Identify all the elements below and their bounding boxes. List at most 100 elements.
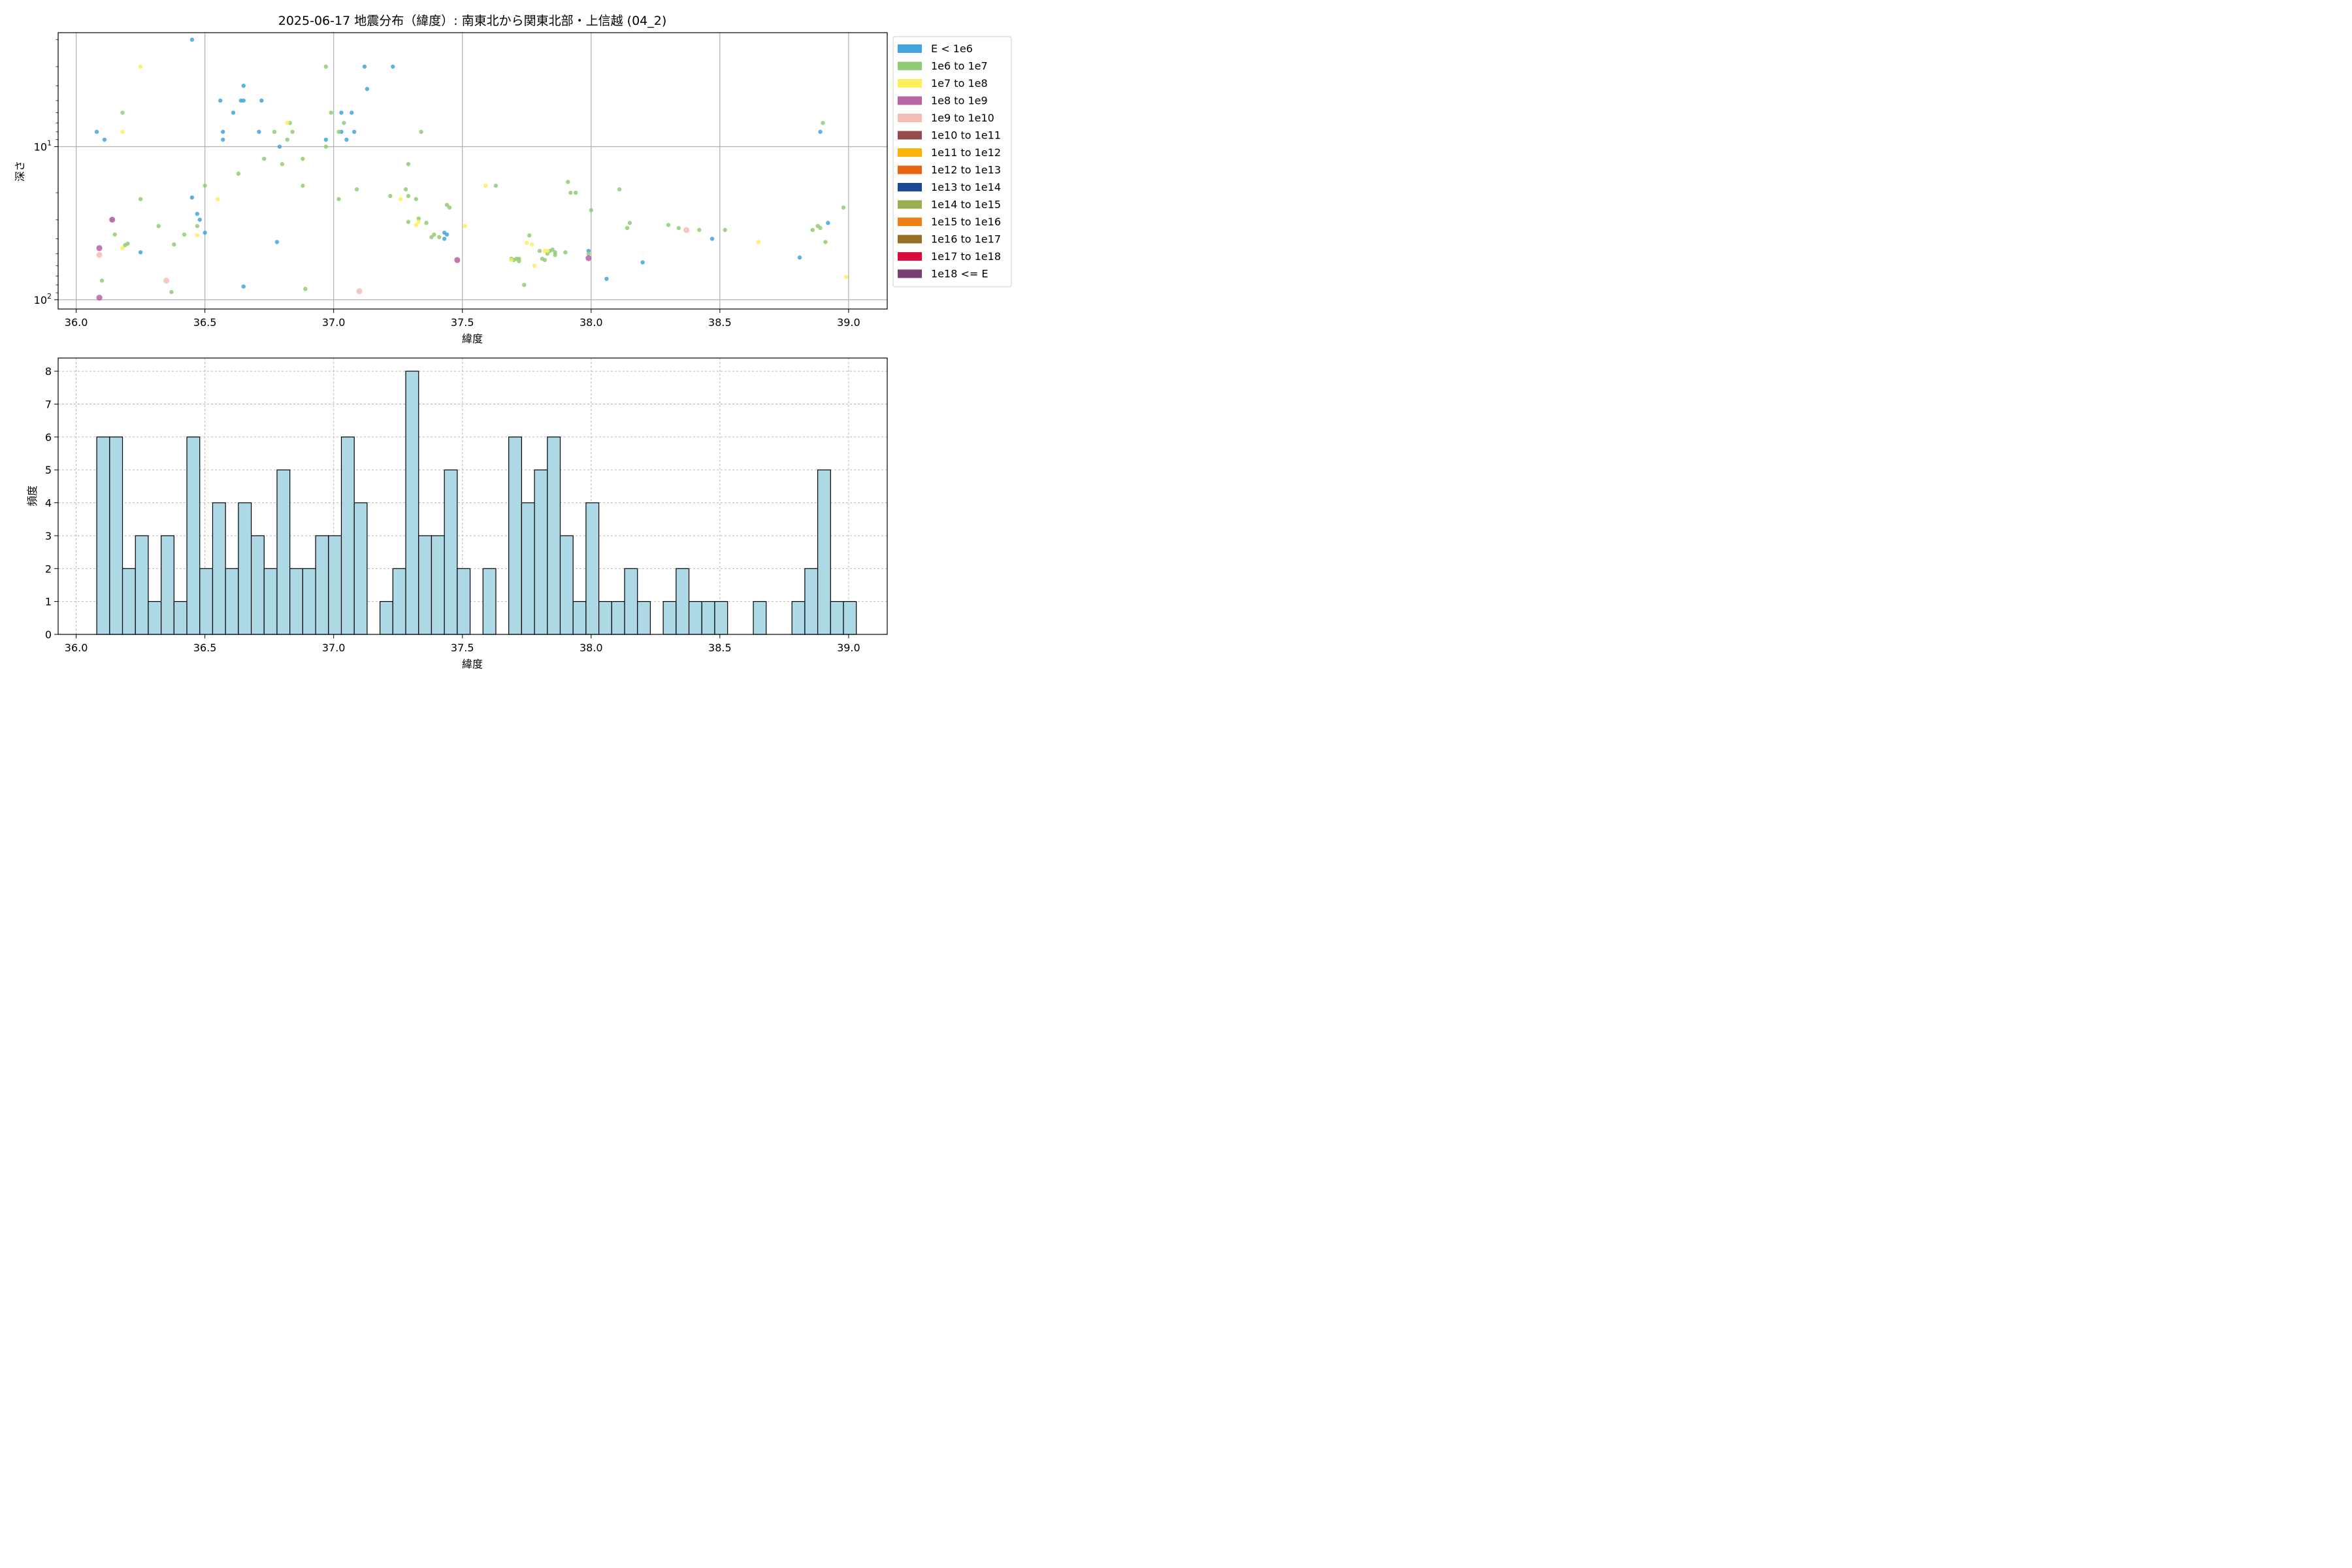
scatter-point (640, 260, 645, 265)
scatter-point (354, 187, 359, 191)
histogram-bar (598, 601, 612, 635)
scatter-point (231, 110, 236, 115)
scatter-point (444, 232, 449, 237)
legend-swatch (898, 148, 922, 157)
scatter-point (676, 225, 681, 231)
legend-label: 1e17 to 1e18 (931, 250, 1001, 263)
scatter-point (102, 137, 107, 142)
scatter-point (697, 227, 702, 233)
scatter-point (120, 110, 125, 115)
histogram-bar (585, 502, 600, 635)
scatter-point (362, 64, 367, 69)
legend-label: 1e18 <= E (931, 268, 988, 280)
histogram-bar (186, 436, 201, 635)
histogram-bar (701, 601, 715, 635)
histogram-bar (482, 568, 497, 635)
legend-swatch (898, 114, 922, 122)
scatter-point (274, 240, 280, 244)
histogram-bar (263, 568, 278, 635)
histogram-y-axis-label: 頻度 (26, 485, 39, 506)
legend-label: 1e9 to 1e10 (931, 112, 994, 124)
scatter-point (625, 225, 630, 231)
scatter-point (818, 225, 823, 231)
scatter-point (257, 129, 261, 134)
histogram-bar (353, 502, 368, 635)
scatter-point (406, 161, 411, 167)
histogram-bar (637, 601, 651, 635)
legend-entry: 1e11 to 1e12 (898, 146, 1001, 159)
legend-entry: 1e15 to 1e16 (898, 216, 1001, 228)
scatter-point (259, 98, 264, 103)
scatter-point (432, 232, 436, 237)
histogram-bar (315, 535, 329, 635)
scatter-point (323, 144, 329, 149)
histogram-bar (199, 568, 214, 635)
scatter-point (550, 247, 555, 252)
histogram-bar (830, 601, 844, 635)
scatter-point (821, 120, 825, 125)
scatter-point (356, 288, 363, 295)
histogram-y-tick-label: 4 (45, 497, 52, 510)
scatter-point (195, 233, 200, 238)
figure-canvas: 2025-06-17 地震分布（緯度）: 南東北から関東北部・上信越 (04_2… (14, 14, 1012, 670)
histogram-x-tick-label: 39.0 (837, 642, 860, 654)
histogram-x-axis-label: 緯度 (462, 658, 483, 670)
scatter-point (525, 240, 529, 245)
scatter-point (221, 137, 225, 142)
scatter-point (756, 240, 761, 244)
scatter-chart-title: 2025-06-17 地震分布（緯度）: 南東北から関東北部・上信越 (04_2… (278, 14, 667, 28)
histogram-bar (444, 469, 458, 635)
histogram-bars (96, 370, 857, 635)
scatter-point (125, 241, 130, 246)
scatter-point (826, 221, 830, 225)
scatter-point (463, 223, 467, 229)
scatter-point (810, 227, 815, 233)
scatter-point (429, 235, 434, 240)
histogram-y-tick-label: 8 (45, 365, 52, 378)
scatter-point (96, 252, 103, 258)
scatter-point (303, 287, 308, 291)
histogram-bar (804, 568, 819, 635)
histogram-bar (843, 601, 857, 635)
histogram-bar (96, 436, 110, 635)
histogram-bar (328, 535, 342, 635)
scatter-point (280, 161, 285, 167)
histogram-bar (392, 568, 406, 635)
legend-label: E < 1e6 (931, 42, 973, 55)
histogram-y-tick-label: 0 (45, 629, 52, 641)
scatter-point (285, 120, 289, 125)
legend-entry: 1e9 to 1e10 (898, 112, 994, 124)
legend-entry: 1e16 to 1e17 (898, 233, 1001, 246)
scatter-point (529, 242, 534, 247)
legend-label: 1e16 to 1e17 (931, 233, 1001, 246)
scatter-point (336, 129, 341, 134)
scatter-point (236, 171, 241, 176)
histogram-y-tick-label: 6 (45, 431, 52, 444)
scatter-point (172, 242, 176, 247)
legend-swatch (898, 44, 922, 53)
scatter-point (182, 232, 187, 237)
scatter-point (323, 137, 329, 142)
scatter-point (163, 277, 170, 284)
histogram-y-tick-label: 2 (45, 563, 52, 575)
legend-label: 1e7 to 1e8 (931, 77, 988, 90)
histogram-y-tick-label: 7 (45, 399, 52, 411)
scatter-point (109, 216, 116, 223)
histogram-y-tick-label: 5 (45, 464, 52, 476)
scatter-point (419, 129, 423, 134)
legend-entry: 1e7 to 1e8 (898, 77, 988, 90)
scatter-point (797, 255, 802, 260)
scatter-point (568, 190, 573, 195)
legend-swatch (898, 252, 922, 261)
scatter-point (365, 87, 370, 91)
histogram-bar (559, 535, 574, 635)
scatter-point (241, 284, 246, 289)
scatter-point (442, 237, 447, 241)
histogram-x-tick-label: 37.5 (451, 642, 474, 654)
legend-swatch (898, 200, 922, 209)
histogram-y-tick-label: 1 (45, 596, 52, 608)
scatter-point (96, 245, 103, 252)
legend-entry: 1e12 to 1e13 (898, 164, 1001, 176)
scatter-point (277, 144, 282, 149)
scatter-point (563, 250, 568, 255)
